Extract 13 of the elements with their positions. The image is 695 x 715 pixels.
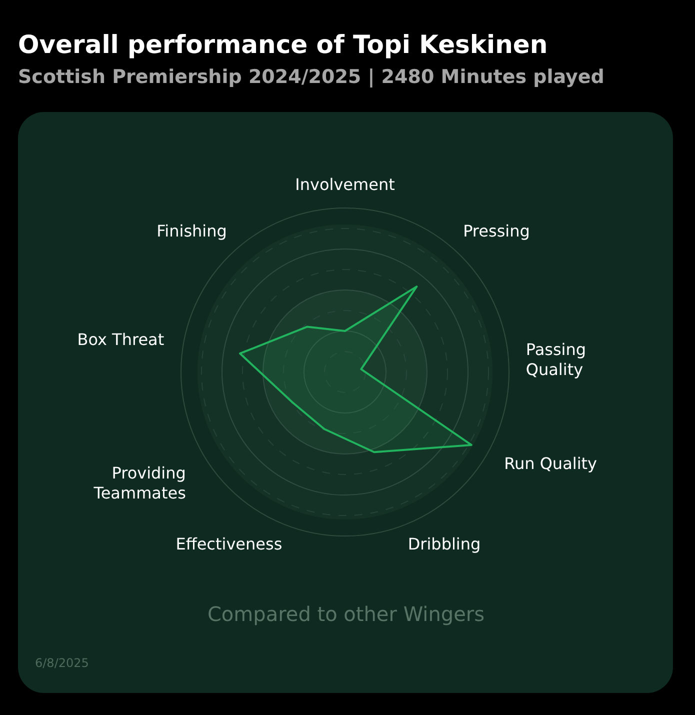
spoke-label: Box Threat bbox=[77, 330, 164, 350]
chart-subtitle: Scottish Premiership 2024/2025 | 2480 Minutes played bbox=[18, 66, 604, 88]
spoke-label: Providing Teammates bbox=[92, 464, 186, 503]
spoke-label: Finishing bbox=[156, 221, 227, 240]
spoke-label: Dribbling bbox=[408, 534, 481, 554]
text: 6/8/2025 bbox=[35, 656, 89, 670]
spoke-label: Run Quality bbox=[504, 454, 598, 473]
spoke-label: Pressing bbox=[463, 221, 530, 240]
chart-title: Overall performance of Topi Keskinen bbox=[18, 30, 548, 59]
spoke-label: Effectiveness bbox=[176, 534, 282, 554]
text: Compared to other Wingers bbox=[207, 602, 485, 626]
spoke-label: Passing Quality bbox=[526, 340, 586, 379]
spoke-label: Involvement bbox=[295, 175, 395, 194]
